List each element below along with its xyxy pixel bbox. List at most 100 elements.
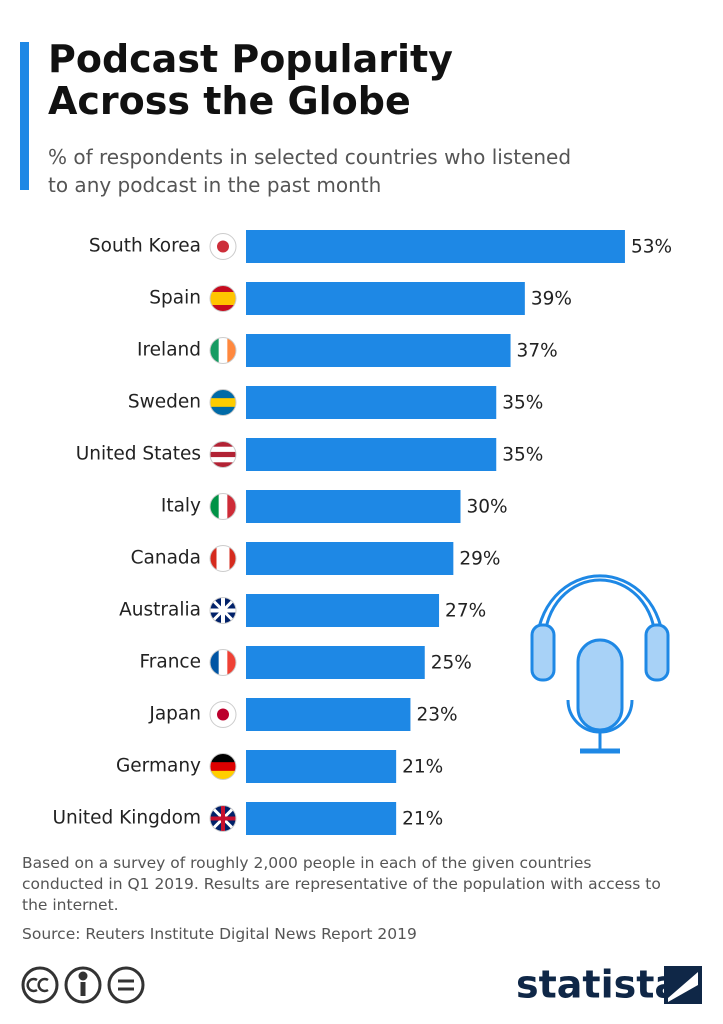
category-label: Australia <box>119 600 201 621</box>
flag-stripe <box>210 406 236 416</box>
flag-border <box>209 805 237 832</box>
category-label: Sweden <box>128 392 201 413</box>
flag-stripe <box>227 649 236 676</box>
bar <box>246 334 511 367</box>
value-label: 21% <box>402 757 443 778</box>
flag-stripe <box>210 233 236 247</box>
flag-stripe <box>210 389 236 399</box>
category-label: Spain <box>149 288 201 309</box>
accent-bar <box>20 42 29 190</box>
flag-stripe <box>216 545 224 572</box>
value-label: 29% <box>459 549 500 570</box>
license-icons <box>21 966 145 1004</box>
flag-stripe <box>210 462 236 468</box>
flag-stripe <box>210 298 236 306</box>
flag <box>210 285 236 312</box>
flag-stripe <box>227 493 236 520</box>
flag-stripe <box>218 649 228 676</box>
flag <box>210 701 236 728</box>
flag-border <box>209 493 237 520</box>
value-label: 39% <box>531 289 572 310</box>
flag-border <box>209 753 237 780</box>
flag <box>210 649 236 676</box>
flag-stripe <box>210 446 236 453</box>
flag-stripe <box>210 337 220 364</box>
logo: statista <box>516 963 680 1007</box>
flag-stripe <box>210 451 236 458</box>
flag-stripe <box>210 285 236 293</box>
bar <box>246 594 440 627</box>
value-label: 37% <box>517 341 558 362</box>
flag-border <box>209 649 237 676</box>
flag <box>210 545 236 572</box>
value-label: 35% <box>502 445 543 466</box>
value-label: 27% <box>445 601 486 622</box>
flag-stripe <box>210 762 236 772</box>
flag-border <box>209 233 237 260</box>
flag-stripe <box>210 701 236 715</box>
flag-stripe <box>210 246 236 260</box>
bar <box>246 386 497 419</box>
flag-stripe <box>210 457 236 463</box>
flag-border <box>209 389 237 416</box>
flag <box>210 753 236 780</box>
flag <box>210 233 236 260</box>
flag <box>210 493 236 520</box>
flag <box>210 389 236 416</box>
flag-border <box>209 597 237 624</box>
flag-border <box>209 545 237 572</box>
bar <box>246 282 525 315</box>
flag-stripe <box>210 441 236 448</box>
bar <box>246 438 497 471</box>
flag-stripe <box>210 493 220 520</box>
category-label: Italy <box>161 496 201 517</box>
bar <box>246 698 411 731</box>
category-label: Japan <box>148 704 201 725</box>
flag-stripe <box>229 545 236 572</box>
category-label: Germany <box>116 756 201 777</box>
flag-border <box>209 701 237 728</box>
bar <box>246 646 425 679</box>
chart-title: Podcast Popularity Across the Globe <box>48 37 453 123</box>
flag-stripe <box>210 305 236 312</box>
category-label: United States <box>76 444 201 465</box>
headphones-icon <box>530 574 670 754</box>
flag-stripe <box>210 770 236 780</box>
flag-stripe <box>210 398 236 408</box>
flag-stripe <box>210 753 236 763</box>
flag-border <box>209 285 237 312</box>
category-label: France <box>139 652 201 673</box>
flag <box>210 441 236 468</box>
flag-stripe <box>210 649 220 676</box>
chart-subtitle: % of respondents in selected countries w… <box>48 145 572 197</box>
category-label: United Kingdom <box>53 808 202 829</box>
value-label: 53% <box>631 237 672 258</box>
flag-stripe <box>227 337 236 364</box>
flag <box>210 805 236 832</box>
value-label: 21% <box>402 809 443 830</box>
source: Source: Reuters Institute Digital News R… <box>22 925 417 943</box>
flag <box>210 337 236 364</box>
notes: Based on a survey of roughly 2,000 peopl… <box>22 854 661 914</box>
flag-stripe <box>223 545 230 572</box>
value-label: 30% <box>467 497 508 518</box>
value-label: 23% <box>416 705 457 726</box>
bar <box>246 542 454 575</box>
flag-border <box>209 441 237 468</box>
bar <box>246 230 625 263</box>
flag-stripe <box>218 493 228 520</box>
flag-emblem <box>217 240 229 253</box>
flag <box>210 597 236 624</box>
flag-stripe <box>210 292 236 299</box>
bar <box>246 802 397 835</box>
category-label: Canada <box>131 548 201 569</box>
flag-stripe <box>210 545 217 572</box>
bar <box>246 750 397 783</box>
category-label: South Korea <box>89 236 201 257</box>
bar <box>246 490 461 523</box>
flag-stripe <box>210 714 236 728</box>
logo-mark <box>664 966 702 1004</box>
category-label: Ireland <box>137 340 201 361</box>
